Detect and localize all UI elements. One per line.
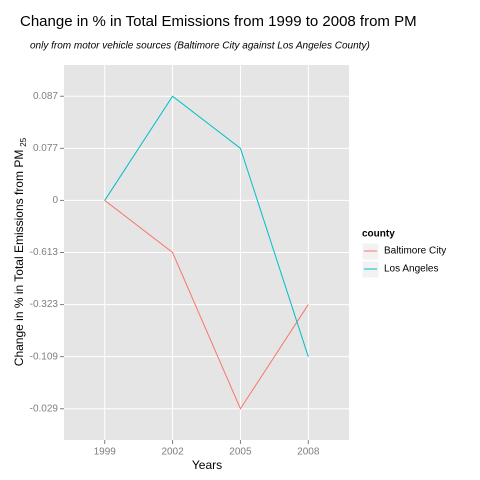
y-tick-label: -0.613: [30, 247, 59, 258]
legend-label: Baltimore City: [384, 246, 446, 257]
x-axis-label: Years: [192, 458, 222, 472]
legend-label: Los Angeles: [384, 264, 439, 275]
y-axis-label-subscript: 25: [19, 137, 28, 146]
y-tick-label: -0.323: [30, 299, 59, 310]
y-axis-label: Change in % in Total Emissions from PM 25: [12, 137, 28, 366]
axes: -0.029 -0.109 -0.323 -0.613 0 0.077 0.087 1999 2…: [30, 91, 320, 458]
x-tick-label: 2005: [229, 447, 252, 458]
line: [104, 95, 309, 357]
y-axis-label-main: Change in % in Total Emissions from PM: [12, 150, 26, 367]
y-tick-label: -0.029: [30, 403, 59, 414]
line: [104, 200, 309, 410]
x-tick-label: 2008: [297, 447, 320, 458]
y-tick-label: -0.109: [30, 351, 59, 362]
lines: [104, 95, 309, 410]
chart-subtitle: only from motor vehicle sources (Baltimo…: [30, 41, 370, 52]
y-tick-label: 0.087: [33, 91, 58, 102]
legend: county Baltimore City Los Angeles: [361, 229, 446, 279]
y-tick-label: 0: [52, 195, 58, 206]
x-tick-label: 1999: [94, 447, 117, 458]
y-tick-label: 0.077: [33, 143, 58, 154]
chart-title: Change in % in Total Emissions from 1999…: [20, 13, 417, 30]
grid: [64, 65, 349, 440]
x-tick-label: 2002: [161, 447, 184, 458]
legend-title: county: [362, 229, 395, 240]
